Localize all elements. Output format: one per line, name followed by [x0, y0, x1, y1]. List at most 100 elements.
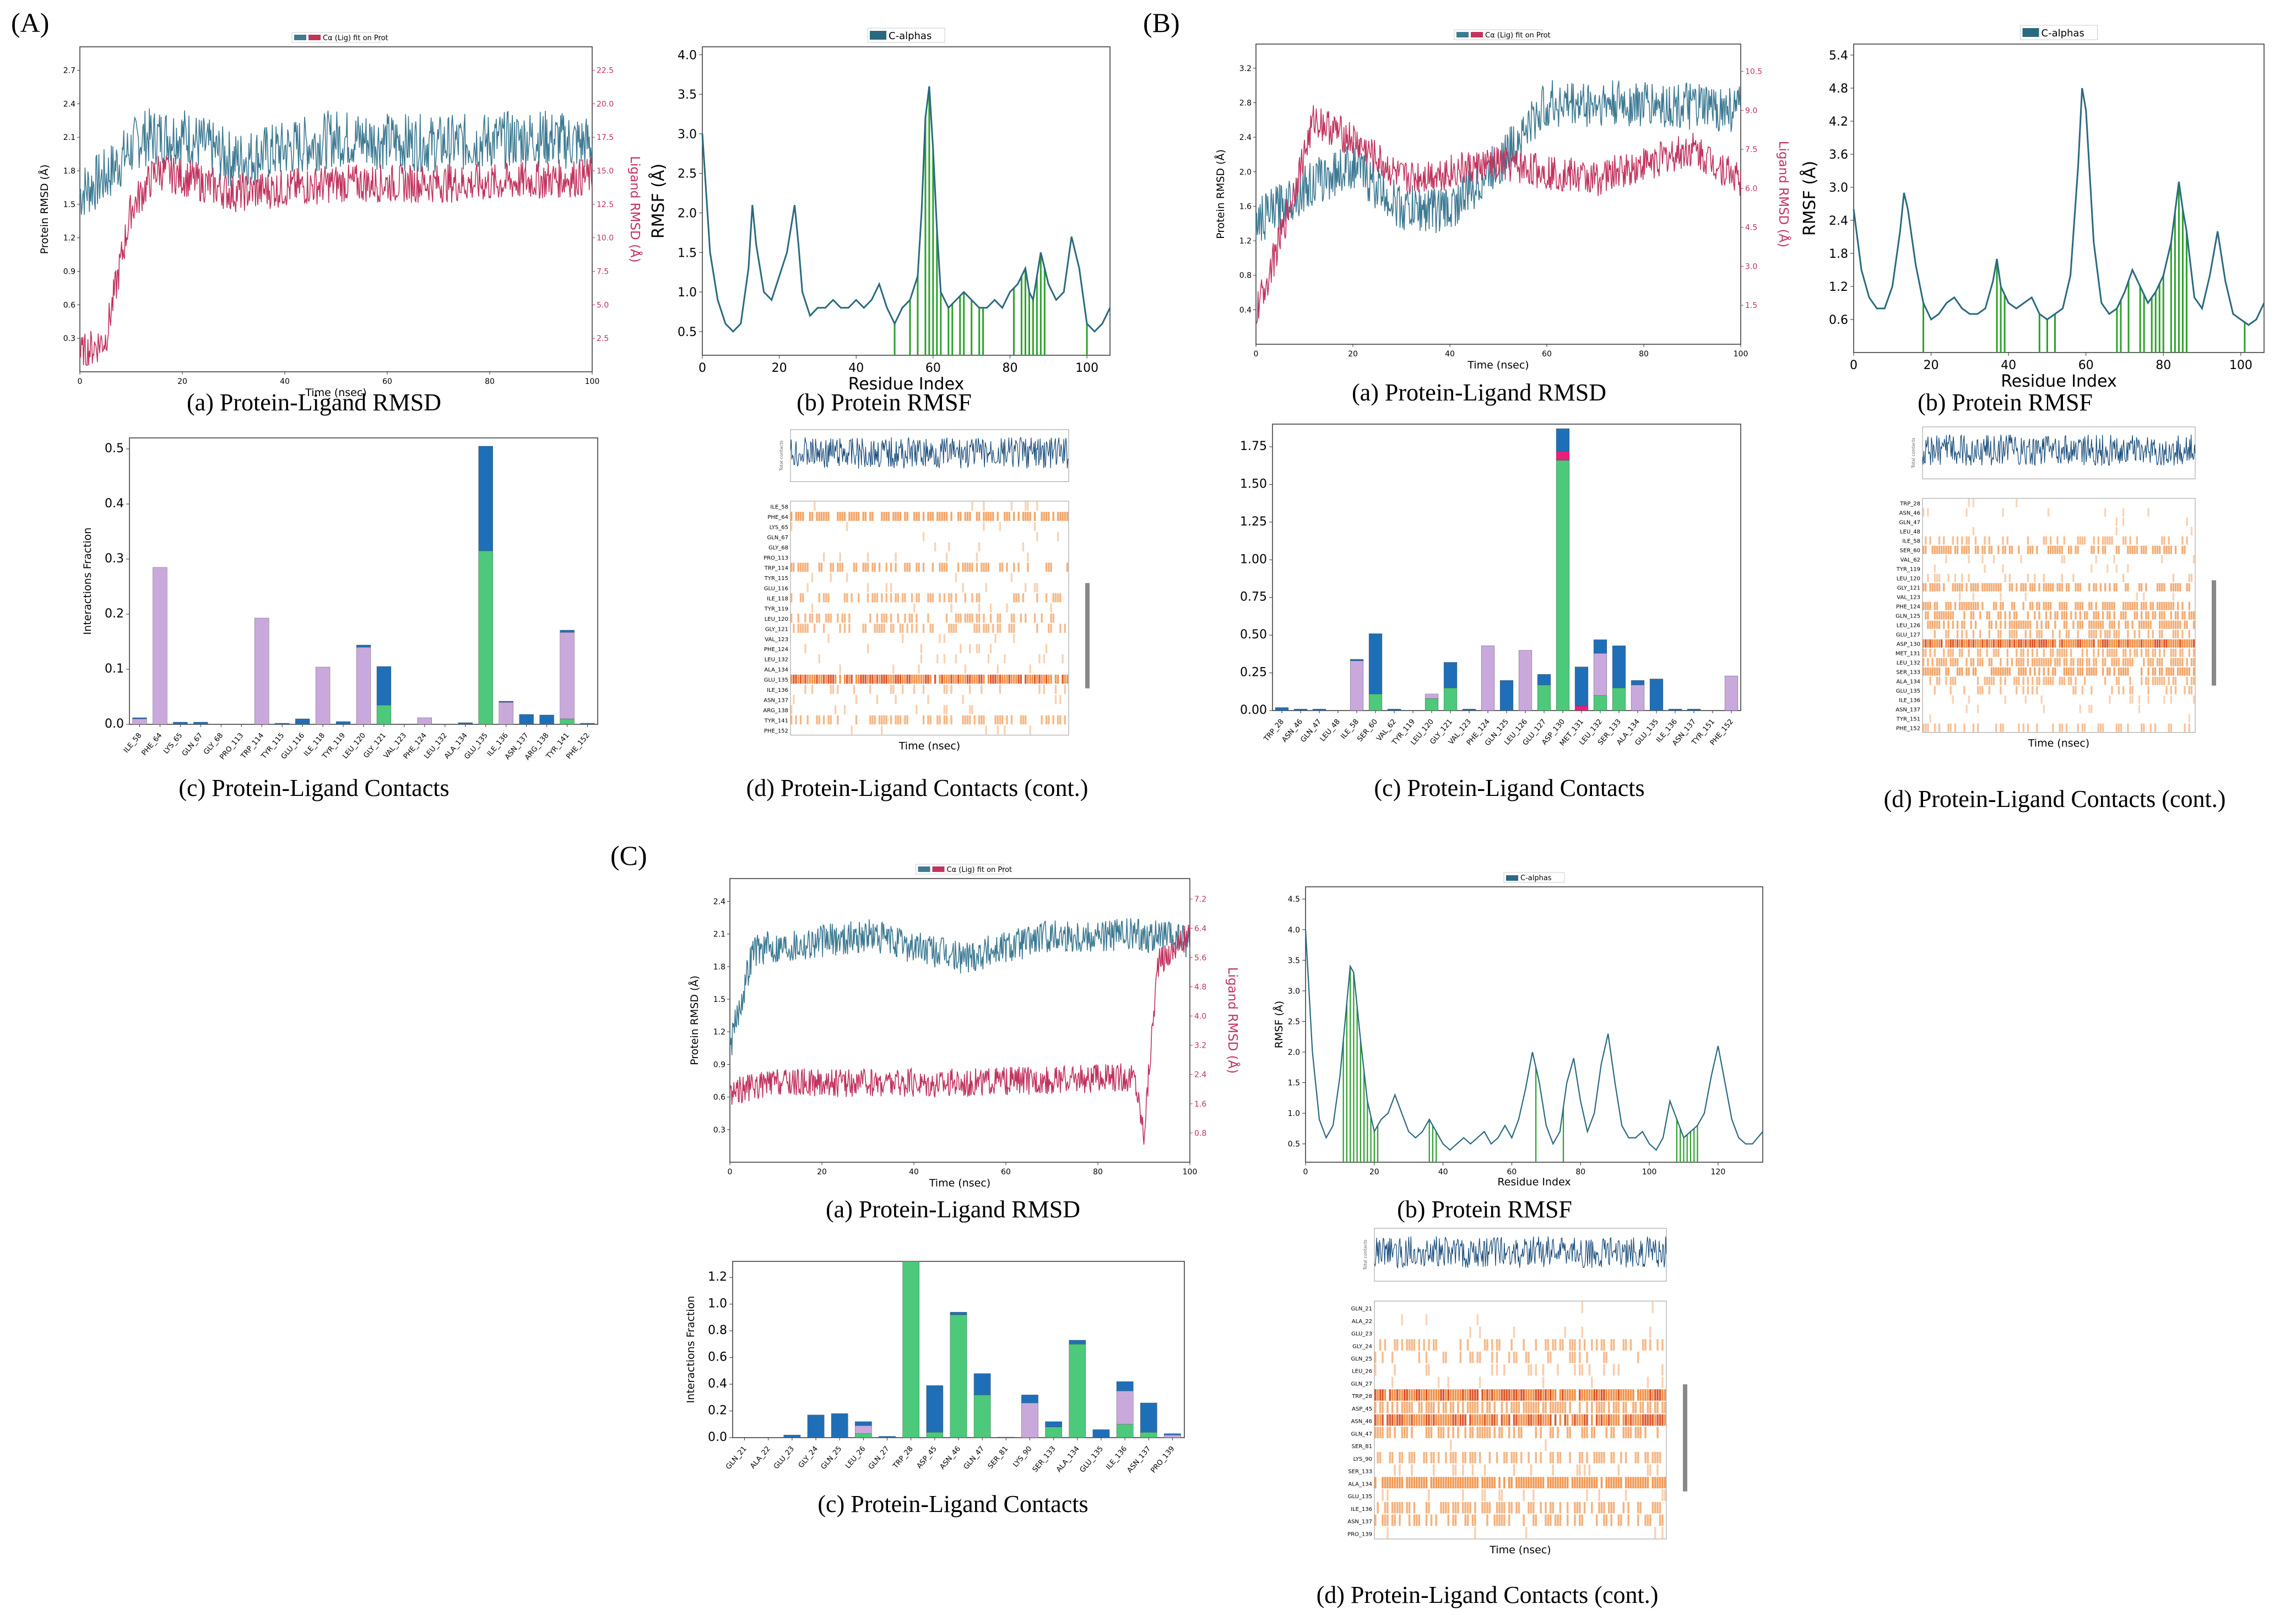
heatmap-plot-1-heat-cell [2095, 630, 2097, 638]
heatmap-plot-1-heat-cell [1927, 611, 1929, 620]
contacts-plot-2-bar-h-bonds [855, 1433, 872, 1438]
heatmap-plot-2-heat-cell [1647, 1451, 1649, 1464]
heatmap-plot-2-heat-cell [1430, 1451, 1433, 1464]
heatmap-plot-2-heat-cell [1452, 1502, 1454, 1514]
heatmap-plot-2-heat-cell [1435, 1339, 1437, 1351]
heatmap-plot-2-heat-cell [1639, 1389, 1642, 1401]
heatmap-plot-0-heat-cell [1045, 674, 1048, 684]
heatmap-plot-2-heat-cell [1498, 1427, 1501, 1439]
heatmap-plot-1-heat-cell [2038, 630, 2040, 638]
heatmap-plot-2-heat-cell [1615, 1389, 1617, 1401]
heatmap-plot-1-heat-cell [2052, 667, 2054, 676]
heatmap-plot-1-heat-cell [2170, 639, 2172, 648]
heatmap-plot-0-heat-cell [832, 685, 835, 694]
heatmap-plot-0-heat-cell [820, 562, 823, 572]
heatmap-plot-0-heat-cell [804, 624, 806, 633]
heatmap-plot-1-heat-cell [1931, 620, 1934, 629]
heatmap-plot-0-heat-cell [911, 613, 913, 623]
heatmap-plot-2-heat-cell [1474, 1389, 1476, 1401]
heatmap-plot-1-heat-cell [2002, 564, 2004, 573]
heatmap-plot-2-heat-cell [1605, 1351, 1608, 1363]
heatmap-plot-1-heat-cell [2184, 620, 2186, 629]
heatmap-plot-0-heat-cell [837, 685, 839, 694]
heatmap-plot-2-heat-cell [1661, 1401, 1664, 1413]
contacts-plot-2-category-label: ASN_137 [1125, 1445, 1152, 1475]
heatmap-plot-0-heat-cell [797, 624, 799, 633]
heatmap-plot-1-heat-cell [2081, 648, 2084, 657]
heatmap-plot-2-heat-cell [1408, 1502, 1411, 1514]
heatmap-plot-2-heat-cell [1525, 1414, 1528, 1426]
heatmap-plot-2-heat-cell [1445, 1502, 1447, 1514]
heatmap-plot-1-heat-cell [1934, 723, 1936, 732]
contacts-plot-2-bar-h-bonds [1045, 1427, 1062, 1438]
heatmap-plot-1-heat-cell [2006, 536, 2008, 545]
heatmap-plot-2-heat-cell [1389, 1451, 1391, 1464]
heatmap-plot-1-heat-cell [2127, 658, 2129, 666]
heatmap-plot-2-heat-cell [1552, 1502, 1554, 1514]
heatmap-plot-1-heat-cell [2102, 536, 2104, 545]
heatmap-plot-1-heat-cell [2115, 527, 2118, 535]
heatmap-plot-1-heat-cell [1974, 620, 1977, 629]
heatmap-plot-1-heat-cell [2038, 611, 2040, 620]
heatmap-plot-2-heat-cell [1469, 1427, 1471, 1439]
heatmap-plot-2-heat-cell [1552, 1401, 1554, 1413]
heatmap-plot-1-heat-cell [1981, 583, 1984, 592]
heatmap-plot-1-heat-cell [2013, 611, 2016, 620]
heatmap-plot-0-heat-cell [830, 562, 832, 572]
heatmap-plot-0-heat-cell [987, 674, 990, 684]
heatmap-plot-0-heat-cell [1059, 695, 1062, 704]
heatmap-plot-0-heat-cell [871, 593, 874, 603]
heatmap-plot-1-heat-cell [2068, 667, 2070, 676]
heatmap-plot-1-heat-cell [2004, 676, 2006, 685]
heatmap-plot-0-heat-cell [999, 624, 1001, 633]
heatmap-plot-0-heat-cell [878, 715, 881, 725]
heatmap-plot-1-heat-cell [2113, 555, 2115, 563]
heatmap-plot-2-heat-cell [1537, 1389, 1540, 1401]
heatmap-plot-0-heat-cell [976, 624, 978, 633]
rmsd-plot-1-y2label: Ligand RMSD (Å) [1776, 141, 1791, 248]
heatmap-plot-2-heat-cell [1491, 1477, 1493, 1489]
heatmap-plot-2-heat-cell [1598, 1489, 1600, 1501]
heatmap-plot-0-heat-cell [830, 674, 832, 684]
rmsf-plot-0-xtick-label: 80 [1002, 361, 1017, 375]
heatmap-plot-0-heat-cell [851, 593, 853, 603]
heatmap-plot-2-heat-cell [1387, 1414, 1389, 1426]
heatmap-plot-2-heat-cell [1574, 1351, 1576, 1363]
heatmap-plot-2-heat-cell [1503, 1502, 1506, 1514]
heatmap-plot-0-heat-cell [906, 624, 908, 633]
heatmap-plot-0-heat-cell [874, 562, 876, 572]
heatmap-plot-1-heat-cell [1979, 630, 1981, 638]
heatmap-plot-1-heat-cell [1968, 667, 1970, 676]
heatmap-plot-1-heat-cell [2008, 573, 2011, 582]
contacts-plot-2-category-label: ALA_22 [749, 1445, 772, 1471]
heatmap-plot-1-heat-cell [2113, 611, 2115, 620]
rmsd-plot-2-y2tick-label: 2.4 [1194, 1071, 1206, 1080]
heatmap-plot-0-heat-cell [832, 674, 835, 684]
heatmap-plot-0-heat-cell [904, 562, 906, 572]
heatmap-plot-1-heat-cell [2168, 620, 2170, 629]
heatmap-plot-2-heat-cell [1454, 1414, 1457, 1426]
heatmap-plot-0-heat-cell [839, 664, 841, 674]
heatmap-plot-1-heat-cell [2154, 639, 2157, 648]
heatmap-plot-1-heat-cell [2032, 545, 2034, 554]
rmsf-plot-2-ytick-label: 3.0 [1288, 987, 1300, 996]
heatmap-plot-1-heat-cell [2083, 611, 2086, 620]
heatmap-plot-1-heat-cell [2081, 686, 2084, 695]
heatmap-plot-2-heat-cell [1540, 1427, 1542, 1439]
heatmap-plot-2-heat-cell [1387, 1489, 1389, 1501]
heatmap-plot-0-heat-cell [1010, 624, 1013, 633]
heatmap-plot-1-heat-cell [2016, 630, 2018, 638]
heatmap-plot-1-heat-cell [2034, 658, 2036, 666]
heatmap-plot-1-residue-label: MET_131 [1896, 651, 1920, 657]
heatmap-plot-1-heat-cell [1956, 658, 1959, 666]
heatmap-plot-0-heat-cell [960, 644, 962, 653]
rmsd-plot-2-y2tick-label: 4.0 [1194, 1012, 1206, 1021]
heatmap-plot-1-heat-cell [2097, 723, 2099, 732]
heatmap-plot-1-heat-cell [2141, 583, 2143, 592]
heatmap-plot-0-heat-cell [904, 715, 906, 725]
heatmap-plot-1-heat-cell [2107, 601, 2109, 610]
heatmap-plot-1-heat-cell [1972, 630, 1975, 638]
heatmap-plot-1-heat-cell [2118, 658, 2120, 666]
heatmap-plot-1-heat-cell [2022, 667, 2024, 676]
heatmap-plot-2-heat-cell [1579, 1464, 1581, 1476]
